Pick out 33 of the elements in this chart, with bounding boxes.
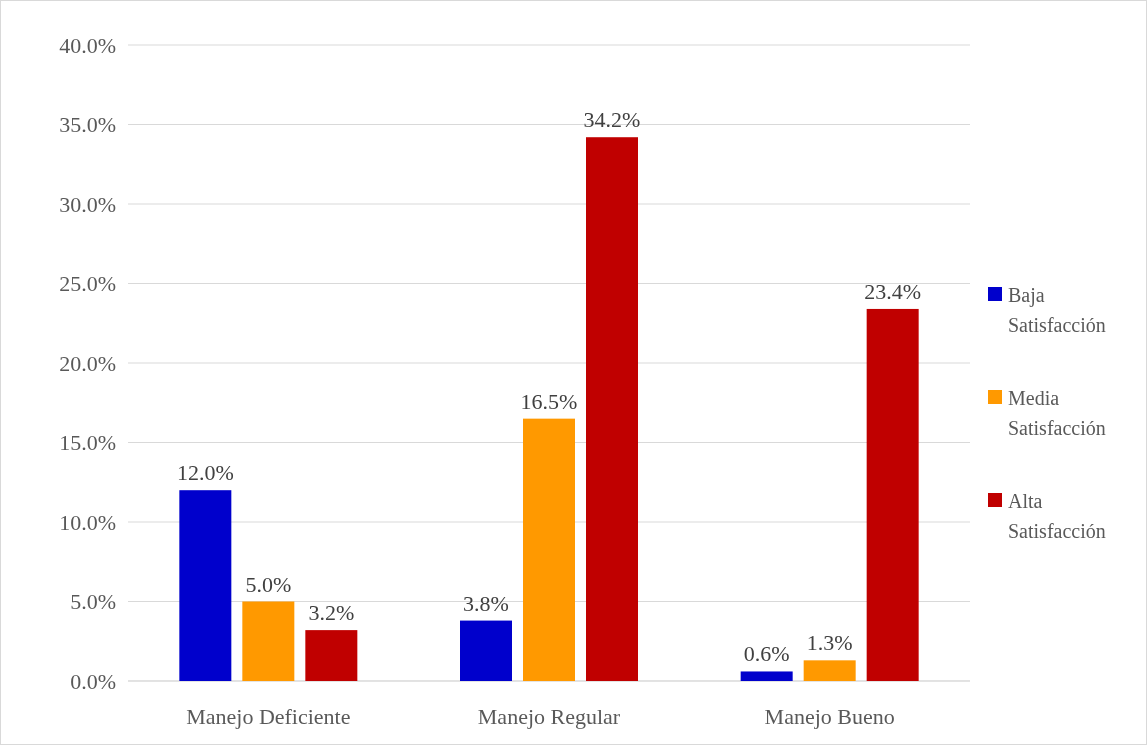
- data-label: 16.5%: [520, 388, 578, 414]
- x-tick-label: Manejo Deficiente: [186, 704, 351, 729]
- y-tick-label: 0.0%: [70, 668, 116, 694]
- data-label: 23.4%: [864, 278, 922, 304]
- bar: [803, 660, 856, 681]
- legend-label: Media Satisfacción: [1008, 387, 1106, 439]
- bar: [179, 490, 232, 681]
- y-tick-label: 35.0%: [59, 112, 116, 138]
- bar: [523, 418, 575, 681]
- legend-label: Alta Satisfacción: [1008, 490, 1106, 542]
- y-tick-label: 15.0%: [59, 430, 116, 456]
- y-tick-label: 30.0%: [59, 191, 116, 217]
- y-tick-label: 40.0%: [59, 32, 116, 58]
- bar: [740, 671, 793, 681]
- bar: [242, 601, 295, 681]
- bar: [866, 308, 919, 681]
- data-label: 3.8%: [463, 590, 509, 616]
- y-tick-label: 10.0%: [59, 509, 116, 535]
- data-label: 5.0%: [245, 571, 292, 597]
- bar: [586, 137, 638, 681]
- bar: [460, 620, 512, 681]
- bar: [305, 630, 358, 681]
- data-label: 1.3%: [806, 630, 853, 656]
- y-tick-label: 20.0%: [59, 350, 116, 376]
- legend-label: Baja Satisfacción: [1008, 284, 1106, 336]
- y-tick-label: 25.0%: [59, 271, 116, 297]
- y-tick-label: 5.0%: [70, 589, 116, 615]
- x-tick-label: Manejo Regular: [477, 704, 621, 729]
- data-label: 34.2%: [583, 107, 641, 133]
- x-tick-label: Manejo Bueno: [764, 704, 895, 729]
- data-label: 3.2%: [308, 600, 355, 626]
- data-label: 12.0%: [176, 460, 234, 486]
- data-label: 0.6%: [743, 641, 790, 667]
